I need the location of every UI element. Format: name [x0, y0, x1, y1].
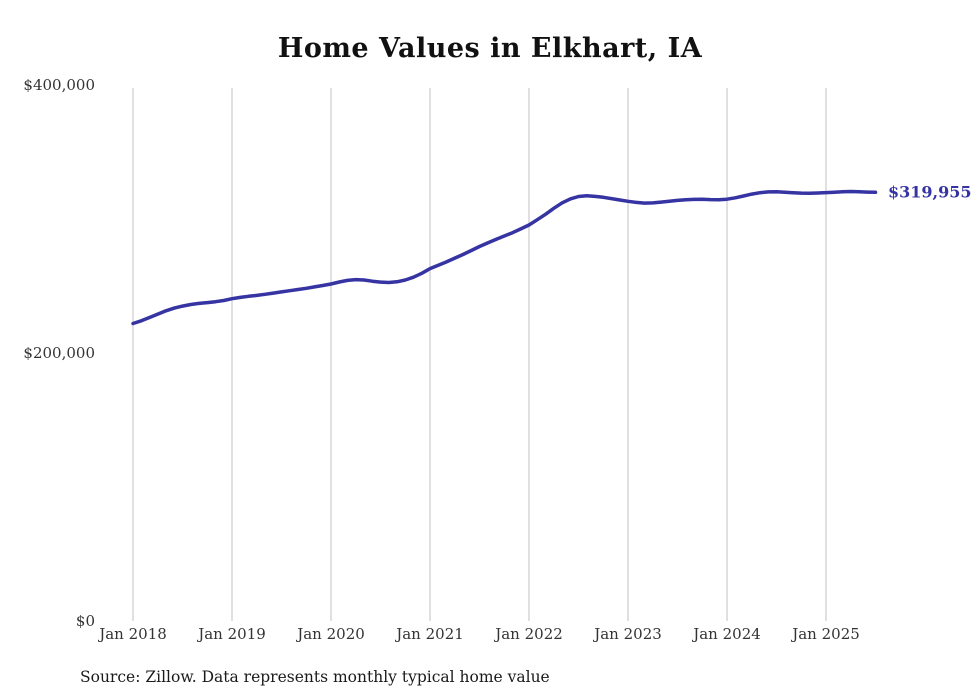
- home-value-line: [131, 189, 878, 326]
- source-note: Source: Zillow. Data represents monthly …: [80, 668, 550, 686]
- current-value-label: $319,955: [888, 182, 972, 202]
- chart-title: Home Values in Elkhart, IA: [277, 33, 703, 64]
